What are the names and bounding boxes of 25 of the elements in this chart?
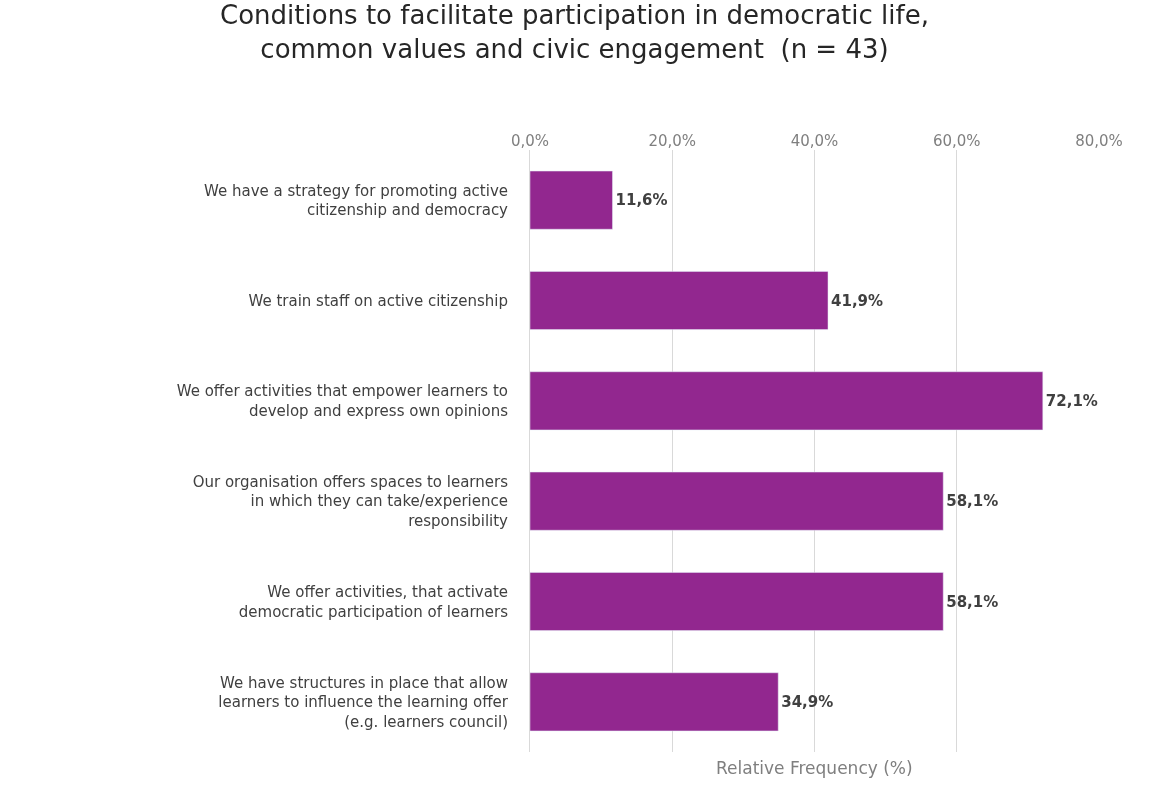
x-tick-label: 0,0% — [510, 132, 550, 150]
data-label: 58,1% — [946, 592, 999, 611]
bar — [530, 271, 829, 330]
bar — [530, 471, 944, 531]
y-tick-label: We have structures in place that allow learners to influence the learning offer (e.g. learners council) — [218, 673, 509, 731]
data-label: 72,1% — [1045, 391, 1098, 410]
chart-title: Conditions to facilitate participation in democratic life, common values and civic engagement (n = 43) — [220, 0, 929, 64]
bar — [530, 572, 944, 631]
bar — [530, 371, 1044, 431]
y-tick-label: We train staff on active citizenship — [248, 291, 508, 310]
x-tick-label: 60,0% — [932, 132, 981, 150]
y-tick-label: We offer activities, that activate democratic participation of learners — [238, 583, 509, 621]
data-label: 41,9% — [831, 291, 884, 310]
x-tick-label: 40,0% — [790, 132, 839, 150]
data-label: 11,6% — [615, 191, 668, 210]
data-label: 58,1% — [946, 492, 999, 511]
y-tick-label: We have a strategy for promoting active citizenship and democracy — [204, 181, 509, 220]
x-tick-label: 20,0% — [648, 132, 697, 150]
y-tick-label: We offer activities that empower learners to develop and express own opinions — [176, 382, 509, 420]
data-label: 34,9% — [781, 692, 834, 711]
bar — [530, 672, 779, 732]
x-axis-title: Relative Frequency (%) — [716, 758, 913, 778]
x-tick-label: 80,0% — [1075, 132, 1123, 150]
y-tick-label: Our organisation offers spaces to learners in which they can take/experience responsibility — [192, 472, 509, 530]
bar — [530, 170, 613, 230]
